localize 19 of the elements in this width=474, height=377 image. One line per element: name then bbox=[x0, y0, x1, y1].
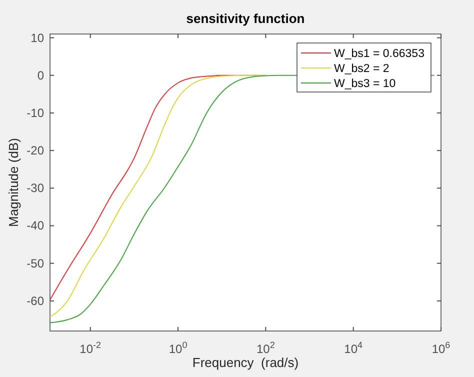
y-tick-label: -20 bbox=[26, 144, 44, 158]
chart-title: sensitivity function bbox=[186, 11, 305, 26]
y-tick-label: -40 bbox=[26, 218, 44, 233]
legend-label: W_bs3 = 10 bbox=[334, 78, 396, 90]
x-axis-title: Frequency (rad/s) bbox=[192, 355, 299, 370]
x-tick-label: 10$^{6}$ bbox=[432, 340, 450, 356]
legend-label: W_bs2 = 2 bbox=[334, 63, 390, 75]
y-tick-label: -60 bbox=[26, 294, 44, 308]
y-tick-label: 10 bbox=[30, 30, 44, 45]
y-axis-title: Magnitude (dB) bbox=[6, 138, 21, 227]
x-tick-label: 10$^{0}$ bbox=[168, 340, 188, 356]
x-tick-label: 10$^{4}$ bbox=[344, 340, 363, 356]
x-tick-label: 10$^{2}$ bbox=[256, 340, 275, 356]
y-tick-label: -50 bbox=[26, 256, 44, 270]
y-tick-label: -30 bbox=[26, 181, 44, 196]
legend-label: W_bs1 = 0.66353 bbox=[334, 48, 424, 60]
y-tick-label: 0 bbox=[37, 68, 44, 82]
y-tick-label: -10 bbox=[26, 106, 44, 120]
x-tick-label: 10$^{-2}$ bbox=[80, 340, 102, 356]
